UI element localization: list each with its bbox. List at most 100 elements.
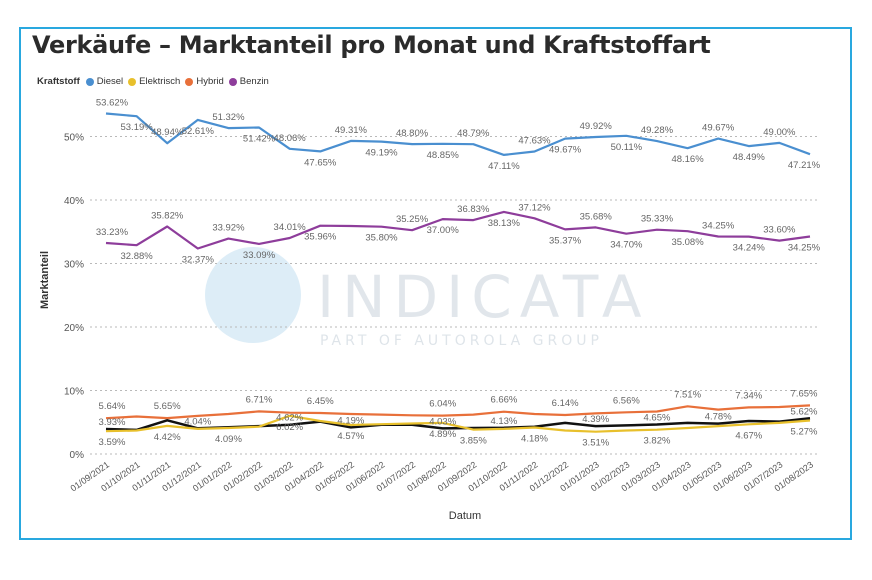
data-label: 48.79%: [457, 128, 490, 139]
data-label: 35.82%: [151, 211, 184, 222]
data-label: 5.27%: [791, 427, 818, 438]
legend-item-hybrid[interactable]: Hybrid: [185, 76, 224, 87]
data-label: 50.11%: [611, 142, 643, 153]
data-label: 4.42%: [154, 432, 181, 443]
y-tick-label: 0%: [70, 450, 85, 461]
data-label: 34.70%: [610, 240, 643, 251]
y-axis-title: Marktanteil: [39, 251, 51, 309]
data-label: 49.31%: [335, 125, 368, 136]
data-label: 35.25%: [396, 214, 429, 225]
data-label: 53.19%: [120, 122, 153, 133]
legend-item-benzin[interactable]: Benzin: [228, 76, 269, 87]
data-label: 6.45%: [307, 396, 334, 407]
data-label: 32.88%: [120, 251, 153, 262]
data-label: 48.16%: [671, 154, 704, 165]
data-label: 35.37%: [549, 235, 582, 246]
data-label: 47.21%: [788, 160, 821, 171]
data-label: 4.57%: [337, 431, 364, 442]
data-label: 3.93%: [99, 417, 126, 428]
data-label: 4.78%: [705, 412, 732, 423]
data-label: 35.96%: [304, 232, 337, 243]
series-line-elektrisch: [105, 414, 811, 433]
legend-label-benzin: Benzin: [239, 76, 269, 87]
data-label: 34.01%: [274, 222, 307, 233]
legend-title: Kraftstoff: [37, 76, 80, 87]
data-label: 51.32%: [212, 112, 245, 123]
data-label: 49.19%: [365, 148, 398, 159]
data-label: 51.42%: [243, 133, 276, 144]
data-label: 4.03%: [429, 416, 456, 427]
data-label: 32.37%: [182, 254, 215, 265]
data-label: 48.80%: [396, 128, 429, 139]
data-label: 6.66%: [490, 395, 517, 406]
legend: Kraftstoff Diesel Elektrisch Hybrid Benz…: [37, 76, 274, 87]
data-label: 7.65%: [791, 388, 818, 399]
data-label: 5.64%: [99, 401, 126, 412]
y-tick-label: 50%: [64, 133, 84, 144]
data-label: 47.65%: [304, 157, 337, 168]
legend-item-elektrisch[interactable]: Elektrisch: [128, 76, 180, 87]
data-label: 3.59%: [99, 437, 126, 448]
data-label: 6.56%: [613, 395, 640, 406]
legend-dot-elektrisch: [128, 77, 137, 86]
y-tick-label: 10%: [64, 387, 84, 398]
data-label: 48.49%: [733, 152, 766, 163]
data-label: 49.67%: [549, 145, 582, 156]
data-label: 4.13%: [490, 416, 517, 427]
data-label: 53.62%: [96, 98, 129, 109]
data-label: 37.12%: [518, 202, 551, 213]
y-tick-label: 40%: [64, 196, 84, 207]
data-label: 4.18%: [521, 433, 548, 444]
data-label: 3.82%: [643, 436, 670, 447]
data-label: 48.94%: [151, 127, 184, 138]
data-label: 49.92%: [580, 121, 613, 132]
data-label: 5.65%: [154, 401, 181, 412]
data-label: 33.23%: [96, 227, 129, 238]
data-label: 6.02%: [276, 422, 303, 433]
data-label: 34.25%: [788, 243, 821, 254]
data-label: 48.06%: [274, 133, 307, 144]
legend-item-diesel[interactable]: Diesel: [85, 76, 124, 87]
data-label: 35.80%: [365, 233, 398, 244]
legend-dot-diesel: [85, 77, 94, 86]
data-label: 38.13%: [488, 218, 521, 229]
data-label: 33.92%: [212, 223, 245, 234]
data-label: 33.09%: [243, 250, 276, 261]
data-label: 34.25%: [702, 221, 735, 232]
x-axis-title: Datum: [449, 510, 481, 522]
legend-dot-benzin: [228, 77, 237, 86]
legend-label-hybrid: Hybrid: [196, 76, 224, 87]
data-label: 6.14%: [552, 398, 579, 409]
data-label: 3.85%: [460, 436, 487, 447]
data-label: 49.28%: [641, 125, 674, 136]
data-label: 4.67%: [735, 430, 762, 441]
data-label: 35.08%: [671, 237, 704, 248]
data-label: 52.61%: [182, 126, 215, 137]
legend-label-diesel: Diesel: [96, 76, 124, 87]
data-label: 4.89%: [429, 429, 456, 440]
data-label: 5.62%: [791, 406, 818, 417]
y-tick-label: 20%: [64, 323, 84, 334]
data-label: 7.34%: [735, 390, 762, 401]
chart-title: Verkäufe – Marktanteil pro Monat und Kra…: [32, 31, 711, 59]
data-label: 6.04%: [429, 399, 456, 410]
data-label: 4.39%: [582, 414, 609, 425]
data-label: 37.00%: [427, 225, 460, 236]
data-label: 34.24%: [733, 243, 766, 254]
data-label: 4.62%: [276, 413, 303, 424]
data-label: 33.60%: [763, 225, 796, 236]
data-label: 36.83%: [457, 204, 490, 215]
legend-label-elektrisch: Elektrisch: [139, 76, 181, 87]
data-label: 6.71%: [246, 394, 273, 405]
data-label: 35.68%: [580, 211, 613, 222]
data-label: 4.09%: [215, 434, 242, 445]
data-label: 4.04%: [184, 416, 211, 427]
series-line-benzin: [105, 210, 811, 250]
data-label: 7.51%: [674, 389, 701, 400]
data-label: 47.11%: [488, 161, 520, 172]
data-label: 49.00%: [763, 127, 796, 138]
data-label: 3.51%: [582, 438, 609, 449]
series-line-diesel: [105, 112, 811, 156]
data-label: 49.67%: [702, 123, 735, 134]
